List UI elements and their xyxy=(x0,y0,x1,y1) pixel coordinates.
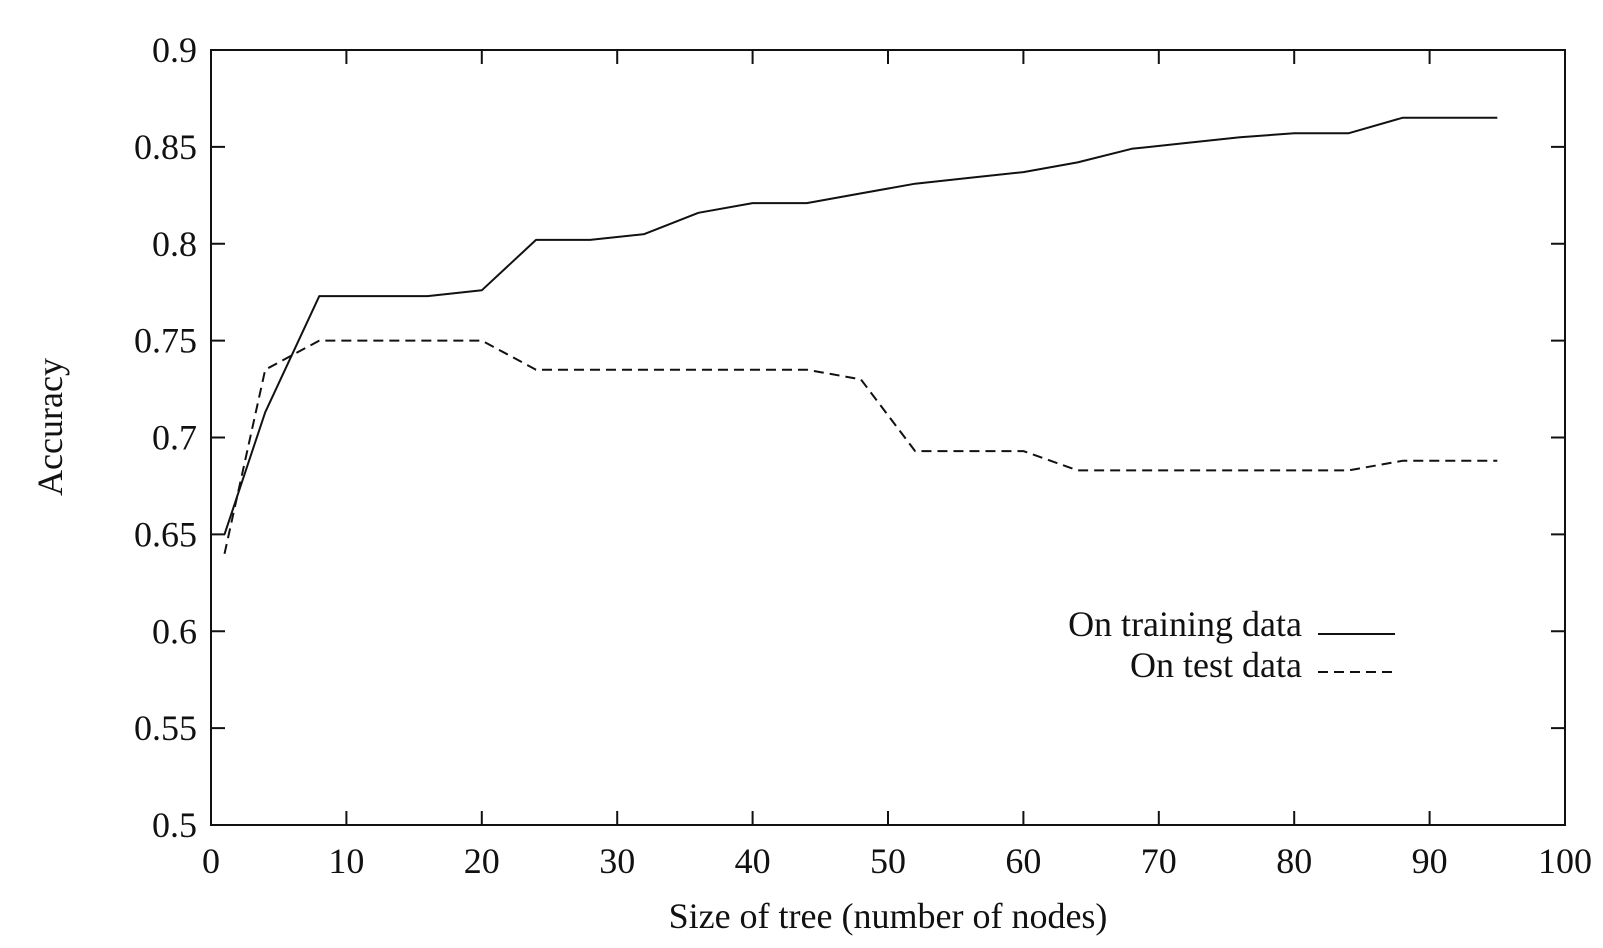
y-tick-label: 0.7 xyxy=(152,418,197,458)
x-tick-label: 90 xyxy=(1412,841,1448,881)
x-axis: 0 10 20 30 40 50 60 70 80 90 100 xyxy=(202,50,1592,881)
x-tick-label: 10 xyxy=(328,841,364,881)
y-tick-label: 0.9 xyxy=(152,30,197,70)
x-tick-label: 70 xyxy=(1141,841,1177,881)
series-group xyxy=(223,116,1498,555)
y-tick-label: 0.5 xyxy=(152,805,197,845)
legend: On training data On test data xyxy=(1068,604,1395,685)
x-tick-label: 0 xyxy=(202,841,220,881)
legend-label-test: On test data xyxy=(1130,645,1302,685)
x-tick-label: 20 xyxy=(464,841,500,881)
x-tick-label: 100 xyxy=(1538,841,1592,881)
plot-area xyxy=(210,49,1566,826)
x-tick-label: 30 xyxy=(599,841,635,881)
x-tick-label: 60 xyxy=(1005,841,1041,881)
y-tick-label: 0.65 xyxy=(134,514,197,554)
y-tick-label: 0.8 xyxy=(152,224,197,264)
x-tick-label: 80 xyxy=(1276,841,1312,881)
x-tick-label: 40 xyxy=(735,841,771,881)
series-line-test xyxy=(223,339,1498,555)
x-axis-title: Size of tree (number of nodes) xyxy=(669,896,1108,936)
plot-frame xyxy=(210,49,1566,826)
legend-label-training: On training data xyxy=(1068,604,1302,644)
series-line-training xyxy=(223,116,1498,535)
x-tick-label: 50 xyxy=(870,841,906,881)
y-axis-title: Accuracy xyxy=(30,358,70,496)
y-tick-label: 0.85 xyxy=(134,127,197,167)
y-tick-label: 0.55 xyxy=(134,708,197,748)
y-axis: 0.5 0.55 0.6 0.65 0.7 0.75 0.8 0.85 0.9 xyxy=(134,30,1565,845)
y-tick-label: 0.75 xyxy=(134,321,197,361)
y-tick-label: 0.6 xyxy=(152,611,197,651)
